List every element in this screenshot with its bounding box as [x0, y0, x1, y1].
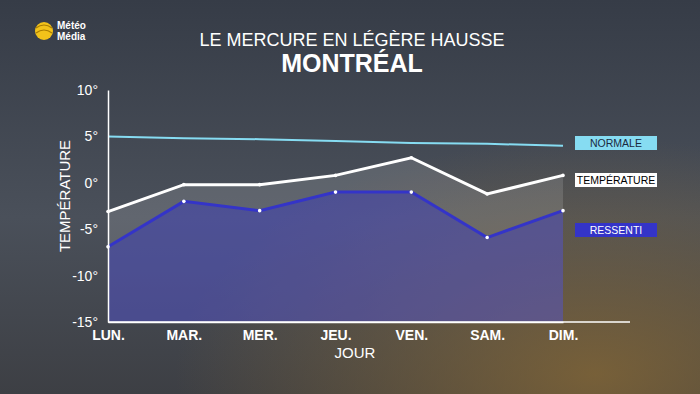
tick-label: -5° [80, 221, 98, 237]
legend-item: RESSENTI [575, 223, 657, 237]
line [108, 136, 563, 145]
axis-line [108, 91, 110, 323]
tick: DIM. [549, 322, 579, 343]
x-axis-title: JOUR [335, 344, 376, 361]
marker [485, 236, 489, 240]
line [108, 192, 563, 247]
legend-swatch [575, 173, 657, 187]
tick: MER. [243, 322, 278, 343]
tick-label: 5° [85, 128, 98, 144]
marker [561, 174, 565, 178]
marker [410, 156, 414, 160]
tick-label: VEN. [395, 327, 428, 343]
marker [561, 209, 565, 213]
background-glow [0, 0, 700, 394]
tick-label: JEU. [320, 327, 351, 343]
background [0, 0, 700, 394]
x-axis: LUN. MAR. MER. JEU. VEN. SAM. DIM. [92, 322, 578, 343]
marker [258, 209, 262, 213]
marker [410, 190, 414, 194]
legend-label: TEMPÉRATURE [577, 174, 656, 186]
tick: VEN. [395, 322, 428, 343]
legend-label: NORMALE [590, 137, 642, 149]
logo-text: Météo [57, 20, 86, 31]
plot-area [106, 136, 565, 322]
subtitle: LE MERCURE EN LÉGÈRE HAUSSE [199, 30, 504, 50]
tick: LUN. [92, 322, 125, 343]
logo: MétéoMédia [35, 20, 86, 42]
tick: 10° [77, 82, 108, 98]
tick-label: DIM. [549, 327, 579, 343]
legend-swatch [575, 223, 657, 237]
tick: JEU. [320, 322, 351, 343]
tick-label: -10° [72, 268, 98, 284]
line [108, 158, 563, 212]
tick: 0° [85, 175, 108, 191]
logo-text: Média [57, 31, 86, 42]
marker [334, 174, 338, 178]
y-axis: -15°-10°-5°0°5°10° [72, 82, 108, 330]
tick: MAR. [166, 322, 202, 343]
area [108, 192, 563, 322]
area [108, 158, 563, 322]
tick: -5° [80, 221, 108, 237]
tick-label: MER. [243, 327, 278, 343]
tick-label: 10° [77, 82, 98, 98]
logo-icon-detail [36, 25, 52, 33]
tick-label: LUN. [92, 327, 125, 343]
y-axis-title: TEMPÉRATURE [56, 140, 73, 252]
tick: -10° [72, 268, 108, 284]
legend-item: NORMALE [575, 136, 657, 150]
logo-icon [35, 22, 53, 40]
marker [485, 192, 489, 196]
tick-label: MAR. [166, 327, 202, 343]
axis-line [108, 321, 630, 323]
tick: 5° [85, 128, 108, 144]
marker [182, 183, 186, 187]
legend-swatch [575, 136, 657, 150]
axis-line [109, 322, 564, 324]
tick: SAM. [470, 322, 505, 343]
tick-label: 0° [85, 175, 98, 191]
marker [258, 183, 262, 187]
title: MONTRÉAL [281, 49, 423, 77]
marker [182, 200, 186, 204]
legend-label: RESSENTI [590, 224, 643, 236]
tick-label: SAM. [470, 327, 505, 343]
legend-item: TEMPÉRATURE [575, 173, 657, 187]
chart: MétéoMédia LE MERCURE EN LÉGÈRE HAUSSEMON… [0, 0, 700, 394]
marker [334, 190, 338, 194]
